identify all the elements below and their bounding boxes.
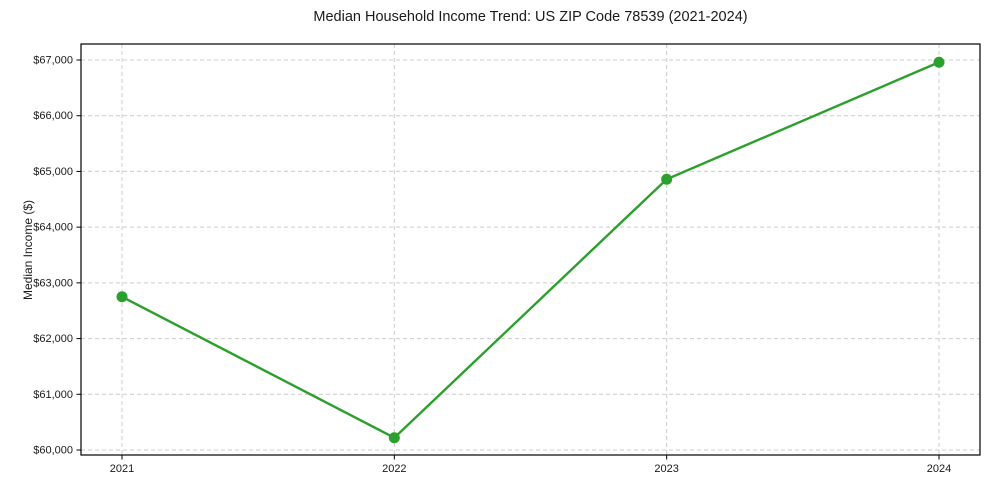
y-tick-label: $61,000	[33, 389, 73, 401]
data-point-2021	[116, 291, 128, 303]
y-tick-label: $62,000	[33, 333, 73, 345]
y-tick-label: $64,000	[33, 222, 73, 234]
data-point-2022	[388, 432, 400, 444]
income-trend-line	[120, 61, 941, 439]
y-tick-label: $65,000	[33, 166, 73, 178]
data-point-2024	[933, 56, 945, 68]
y-tick-label: $60,000	[33, 445, 73, 457]
data-point-2023	[661, 173, 673, 185]
plot-area-border	[80, 43, 981, 456]
x-tick-label: 2023	[654, 463, 678, 475]
y-tick-label: $67,000	[33, 55, 73, 67]
x-tick-label: 2024	[927, 463, 951, 475]
y-tick-label: $66,000	[33, 110, 73, 122]
chart-title: Median Household Income Trend: US ZIP Co…	[313, 9, 748, 25]
y-tick-label: $63,000	[33, 277, 73, 289]
x-tick-label: 2021	[110, 463, 134, 475]
y-axis-label: Median Income ($)	[21, 199, 35, 301]
x-tick-label: 2022	[382, 463, 406, 475]
